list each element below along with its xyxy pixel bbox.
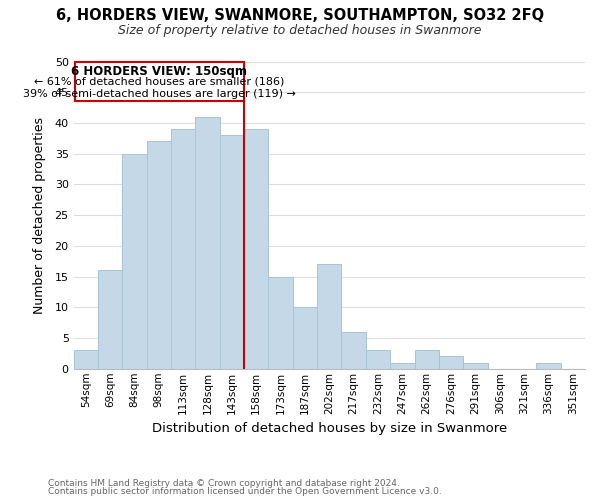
Bar — [268, 276, 293, 369]
Bar — [415, 350, 439, 369]
Bar — [146, 142, 171, 369]
Text: 6 HORDERS VIEW: 150sqm: 6 HORDERS VIEW: 150sqm — [71, 64, 247, 78]
Bar — [171, 129, 196, 369]
FancyBboxPatch shape — [75, 62, 244, 102]
Bar — [366, 350, 390, 369]
Text: 39% of semi-detached houses are larger (119) →: 39% of semi-detached houses are larger (… — [23, 89, 296, 99]
Bar — [122, 154, 146, 369]
Bar — [463, 362, 488, 369]
Bar — [536, 362, 560, 369]
Bar — [220, 135, 244, 369]
Bar — [341, 332, 366, 369]
Bar — [439, 356, 463, 369]
Bar — [293, 308, 317, 369]
Bar — [317, 264, 341, 369]
Bar — [98, 270, 122, 369]
Bar — [244, 129, 268, 369]
Text: 6, HORDERS VIEW, SWANMORE, SOUTHAMPTON, SO32 2FQ: 6, HORDERS VIEW, SWANMORE, SOUTHAMPTON, … — [56, 8, 544, 22]
Text: Contains HM Land Registry data © Crown copyright and database right 2024.: Contains HM Land Registry data © Crown c… — [48, 478, 400, 488]
X-axis label: Distribution of detached houses by size in Swanmore: Distribution of detached houses by size … — [152, 422, 507, 435]
Bar — [196, 117, 220, 369]
Y-axis label: Number of detached properties: Number of detached properties — [33, 116, 46, 314]
Bar — [390, 362, 415, 369]
Text: Size of property relative to detached houses in Swanmore: Size of property relative to detached ho… — [118, 24, 482, 37]
Text: ← 61% of detached houses are smaller (186): ← 61% of detached houses are smaller (18… — [34, 77, 284, 87]
Text: Contains public sector information licensed under the Open Government Licence v3: Contains public sector information licen… — [48, 487, 442, 496]
Bar — [74, 350, 98, 369]
